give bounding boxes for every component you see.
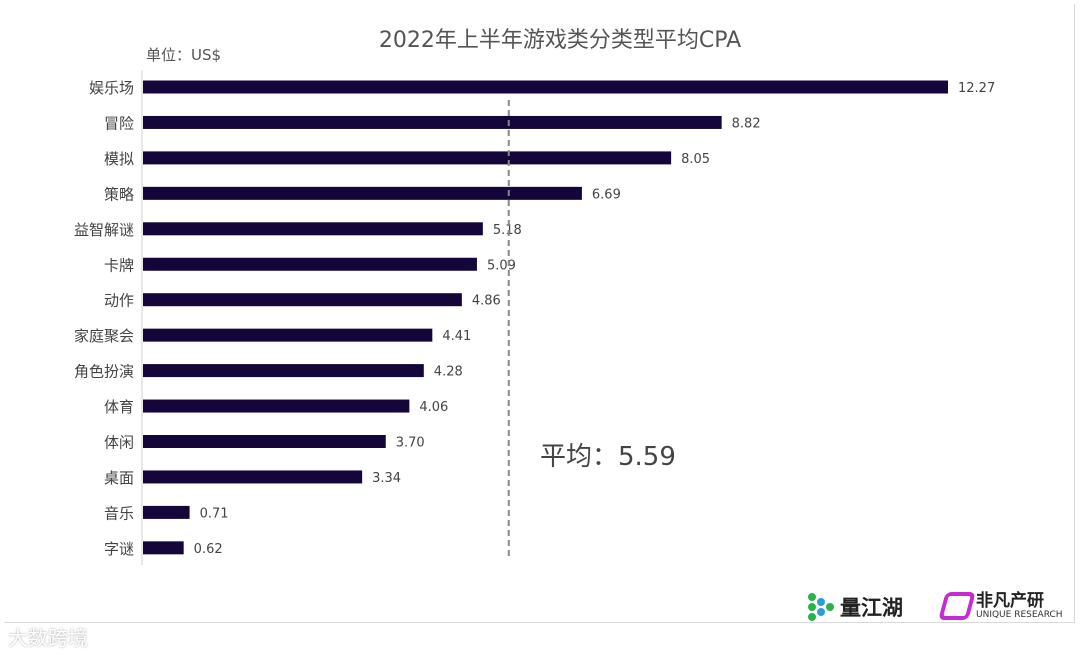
value-label: 12.27 — [958, 81, 995, 96]
value-label: 0.71 — [200, 506, 229, 521]
bar — [143, 505, 190, 519]
value-label: 5.09 — [487, 258, 516, 273]
bar — [143, 293, 462, 307]
value-label: 3.34 — [372, 471, 401, 486]
category-label: 角色扮演 — [74, 363, 134, 381]
value-label: 8.82 — [732, 116, 761, 131]
bar — [143, 435, 386, 448]
value-label: 4.41 — [442, 329, 471, 344]
bar — [143, 399, 410, 413]
category-label: 卡牌 — [104, 256, 134, 274]
value-label: 4.06 — [419, 400, 448, 415]
bar — [143, 364, 424, 378]
logo-en: UNIQUE RESEARCH — [976, 610, 1063, 620]
category-label: 体闲 — [104, 434, 134, 452]
bar — [143, 541, 184, 555]
category-label: 体育 — [104, 398, 134, 416]
value-label: 4.28 — [434, 365, 463, 380]
bar — [143, 186, 582, 200]
unit-label: 单位：US$ — [146, 46, 222, 64]
logo-text: 量江湖 — [840, 596, 903, 620]
category-label: 冒险 — [104, 114, 134, 132]
liangjianghu-logo: 量江湖 — [808, 592, 903, 622]
bar — [143, 115, 722, 129]
value-label: 6.69 — [592, 187, 621, 202]
logo-dots-icon — [808, 593, 834, 621]
logo-cn: 非凡产研 — [976, 591, 1044, 611]
category-label: 模拟 — [104, 150, 134, 168]
value-label: 8.05 — [681, 152, 710, 167]
category-label: 策略 — [104, 185, 134, 203]
chart-title: 2022年上半年游戏类分类型平均CPA — [378, 28, 742, 53]
value-label: 4.86 — [472, 294, 501, 309]
bar — [143, 222, 483, 236]
logo-mark-icon — [938, 592, 976, 620]
category-label: 娱乐场 — [89, 79, 134, 97]
category-label: 家庭聚会 — [74, 327, 134, 345]
category-label: 益智解谜 — [74, 221, 134, 239]
category-label: 字谜 — [104, 540, 134, 558]
value-label: 0.62 — [194, 542, 223, 557]
average-label: 平均：5.59 — [540, 442, 676, 472]
category-label: 音乐 — [104, 504, 134, 522]
bar — [143, 257, 477, 271]
bar — [143, 470, 363, 484]
category-label: 桌面 — [104, 469, 134, 487]
chart-frame — [4, 4, 1075, 623]
bar — [143, 151, 672, 165]
value-label: 3.70 — [396, 436, 425, 451]
unique-research-logo: 非凡产研 UNIQUE RESEARCH — [938, 591, 1063, 620]
bar — [143, 80, 948, 94]
bar — [143, 328, 433, 342]
watermark: 大数跨境 — [8, 626, 88, 650]
value-label: 5.18 — [493, 223, 522, 238]
category-label: 动作 — [104, 292, 134, 310]
